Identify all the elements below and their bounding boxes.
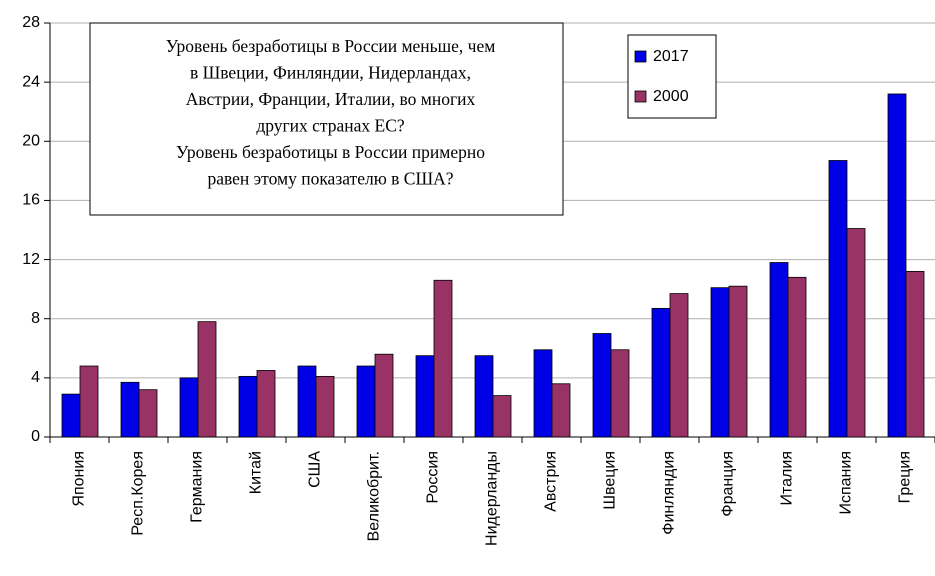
bar <box>492 395 512 438</box>
bar <box>197 321 217 438</box>
legend-box <box>627 34 717 119</box>
x-tick-label: Франция <box>720 451 737 517</box>
x-tick-label: Финляндия <box>661 451 678 535</box>
x-tick-label: Швеция <box>602 451 619 510</box>
y-tick-label: 0 <box>31 428 40 445</box>
bar <box>710 287 730 438</box>
bar <box>433 279 453 438</box>
y-tick-label: 8 <box>31 310 40 327</box>
y-tick-label: 16 <box>22 192 40 209</box>
x-tick-label: Италия <box>779 451 796 505</box>
annotation-line: других странах ЕС? <box>256 116 405 136</box>
bar <box>787 276 807 438</box>
bar <box>120 381 140 438</box>
legend-label: 2000 <box>653 88 689 105</box>
x-tick-label: Германия <box>189 451 206 523</box>
bar <box>474 355 494 438</box>
bar <box>61 393 81 438</box>
x-tick-label: Испания <box>838 451 855 515</box>
bar <box>651 307 671 438</box>
x-tick-label: Великобрит. <box>366 451 383 541</box>
bar <box>79 365 99 438</box>
x-tick-label: Греция <box>897 451 914 503</box>
x-tick-label: Нидерланды <box>484 451 501 546</box>
bar <box>610 349 630 438</box>
legend-swatch <box>634 90 647 103</box>
y-tick-label: 12 <box>22 251 40 268</box>
bar <box>769 262 789 438</box>
annotation-line: Уровень безработицы в России примерно <box>176 142 485 162</box>
bar <box>315 375 335 438</box>
y-tick-label: 24 <box>22 73 40 90</box>
bar <box>297 365 317 438</box>
annotation-line: Уровень безработицы в России меньше, чем <box>166 36 496 56</box>
x-tick-label: Австрия <box>543 451 560 512</box>
y-tick-label: 4 <box>31 369 40 386</box>
x-tick-label: Россия <box>425 451 442 503</box>
x-tick-label: Респ.Корея <box>130 451 147 536</box>
y-tick-label: 28 <box>22 14 40 31</box>
bar <box>138 389 158 438</box>
legend-swatch <box>634 50 647 63</box>
bar <box>828 160 848 438</box>
bar <box>905 270 925 438</box>
x-tick-label: США <box>307 451 324 488</box>
legend-label: 2017 <box>653 48 689 65</box>
bar <box>356 365 376 438</box>
x-tick-label: Япония <box>71 451 88 507</box>
bar <box>238 375 258 438</box>
annotation-line: равен этому показателю в США? <box>207 169 453 189</box>
bar <box>669 293 689 438</box>
y-tick-label: 20 <box>22 133 40 150</box>
bar <box>728 285 748 438</box>
annotation-box <box>89 22 564 216</box>
bar <box>256 370 276 438</box>
bar <box>592 333 612 438</box>
bar <box>415 355 435 438</box>
annotation-line: Австрии, Франции, Италии, во многих <box>186 89 476 109</box>
x-tick-label: Китай <box>248 451 265 494</box>
bar <box>179 377 199 438</box>
bar <box>887 93 907 438</box>
bar <box>533 349 553 438</box>
bar <box>374 353 394 438</box>
annotation-line: в Швеции, Финляндии, Нидерландах, <box>190 63 471 83</box>
bar <box>846 228 866 438</box>
bar <box>551 383 571 438</box>
